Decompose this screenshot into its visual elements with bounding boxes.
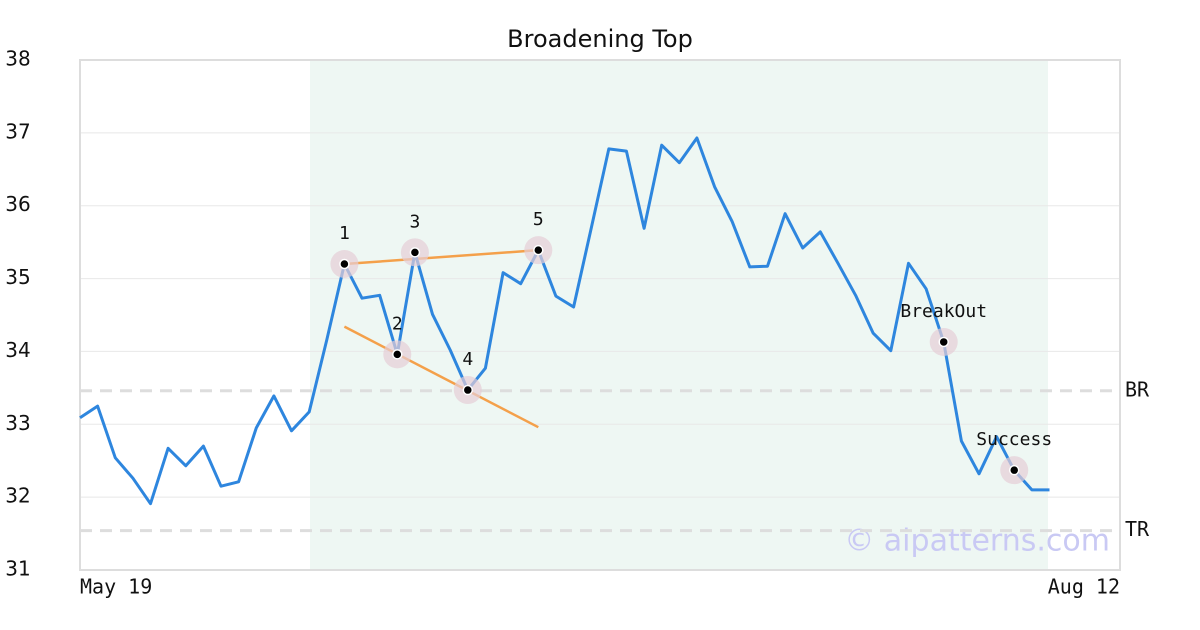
watermark: © aipatterns.com xyxy=(844,524,1110,559)
level-label: TR xyxy=(1125,517,1150,541)
point-marker xyxy=(339,258,350,270)
x-tick-label: Aug 12 xyxy=(1048,575,1120,599)
y-tick-label: 36 xyxy=(5,192,30,216)
point-label: 3 xyxy=(409,211,420,232)
y-tick-label: 32 xyxy=(5,484,30,508)
point-label: 2 xyxy=(392,313,403,334)
trendline xyxy=(344,248,539,266)
point-label: BreakOut xyxy=(900,301,987,322)
point-label: 5 xyxy=(533,209,544,230)
y-tick-label: 34 xyxy=(5,338,30,362)
chart-title: Broadening Top xyxy=(507,25,693,53)
price-line xyxy=(79,136,1050,506)
plot-frame xyxy=(79,59,1121,571)
point-label: 4 xyxy=(462,349,473,370)
level-label: BR xyxy=(1125,377,1150,401)
point-label: 1 xyxy=(339,223,350,244)
point-marker xyxy=(392,349,403,360)
point-label: Success xyxy=(976,429,1052,450)
trendline xyxy=(343,325,539,429)
point-marker xyxy=(533,244,544,256)
y-tick-label: 37 xyxy=(5,119,30,143)
x-tick-label: May 19 xyxy=(80,575,152,599)
y-tick-label: 33 xyxy=(5,411,30,435)
y-tick-label: 35 xyxy=(5,265,30,289)
point-marker xyxy=(409,247,421,258)
point-marker xyxy=(462,384,474,396)
point-marker xyxy=(938,336,949,348)
point-marker xyxy=(1008,464,1020,476)
y-tick-label: 38 xyxy=(5,47,30,71)
y-tick-label: 31 xyxy=(5,557,30,581)
